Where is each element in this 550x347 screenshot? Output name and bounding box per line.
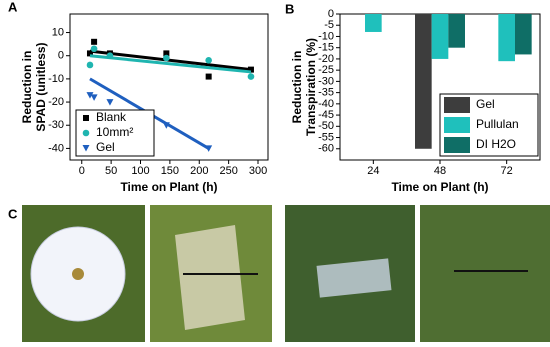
y-tick-label: -5 (324, 19, 334, 31)
point (163, 50, 170, 57)
point (205, 57, 212, 64)
x-axis-label: Time on Plant (h) (120, 180, 217, 194)
legend-marker (83, 115, 89, 121)
y-tick-label: -45 (318, 109, 334, 121)
x-tick-label: 150 (161, 165, 179, 177)
panel-label: A (8, 0, 18, 14)
y-tick-label: -10 (318, 30, 334, 42)
legend-swatch (444, 137, 470, 153)
bar (431, 14, 449, 59)
y-tick-label: -40 (318, 98, 334, 110)
bar (448, 14, 465, 48)
photo (420, 205, 550, 342)
legend-swatch (444, 97, 470, 113)
point (163, 54, 170, 62)
point (205, 73, 212, 80)
point (106, 52, 114, 60)
legend-label: 10mm² (96, 125, 133, 139)
point (86, 50, 93, 57)
point (90, 94, 98, 101)
plot-frame (69, 13, 269, 161)
legend-swatch (444, 117, 470, 133)
y-tick-label: -20 (48, 96, 64, 108)
y-tick-label: -15 (318, 42, 334, 54)
point (205, 145, 213, 152)
legend-label: Pullulan (476, 117, 519, 131)
y-tick-label: 0 (58, 50, 64, 62)
bar (365, 14, 382, 32)
y-tick-label: -55 (318, 131, 334, 143)
legend-label: DI H2O (476, 137, 516, 151)
point (247, 73, 255, 80)
legend-label: Blank (96, 110, 127, 124)
bar (415, 14, 432, 149)
point (90, 45, 98, 53)
x-tick-label: 50 (105, 165, 117, 177)
y-tick-label: 0 (328, 8, 334, 20)
x-tick-label: 200 (190, 165, 208, 177)
legend-marker (82, 145, 90, 152)
y-tick-label: -35 (318, 87, 334, 99)
x-tick-label: 100 (131, 165, 149, 177)
x-tick-label: 72 (501, 165, 513, 177)
x-axis-label: Time on Plant (h) (391, 180, 488, 194)
y-tick-label: -30 (318, 75, 334, 87)
panel-label: B (285, 1, 294, 16)
y-tick-label: 10 (52, 26, 64, 38)
film-patch (316, 258, 392, 298)
y-tick-label: -25 (318, 64, 334, 76)
y-axis-label: Reduction in (20, 51, 34, 124)
x-tick-label: 300 (249, 165, 267, 177)
point (162, 122, 170, 129)
y-tick-label: -10 (48, 73, 64, 85)
point (247, 66, 254, 73)
panel-label: C (8, 206, 18, 221)
trend-line (89, 54, 252, 74)
y-axis-label: Transpiration (%) (304, 38, 318, 136)
x-tick-label: 0 (79, 165, 85, 177)
x-tick-label: 48 (434, 165, 446, 177)
y-tick-label: -30 (48, 119, 64, 131)
point (91, 38, 98, 45)
photos (22, 205, 550, 342)
gel-patch (175, 225, 245, 330)
y-axis-label: Reduction in (290, 51, 304, 124)
trend-line (89, 49, 252, 72)
bar (515, 14, 532, 55)
y-tick-label: -50 (318, 120, 334, 132)
x-tick-label: 24 (367, 165, 379, 177)
legend-marker (82, 129, 90, 137)
point (86, 92, 94, 99)
x-tick-label: 250 (219, 165, 237, 177)
legend-label: Gel (96, 140, 115, 154)
bar (498, 14, 515, 62)
point (86, 61, 94, 69)
point (106, 99, 114, 106)
y-axis-label: SPAD (unitless) (34, 42, 48, 131)
y-tick-label: -40 (48, 142, 64, 154)
y-tick-label: -60 (318, 143, 334, 155)
y-tick-label: -20 (318, 53, 334, 65)
legend-label: Gel (476, 97, 495, 111)
electrode-snap (72, 268, 84, 280)
